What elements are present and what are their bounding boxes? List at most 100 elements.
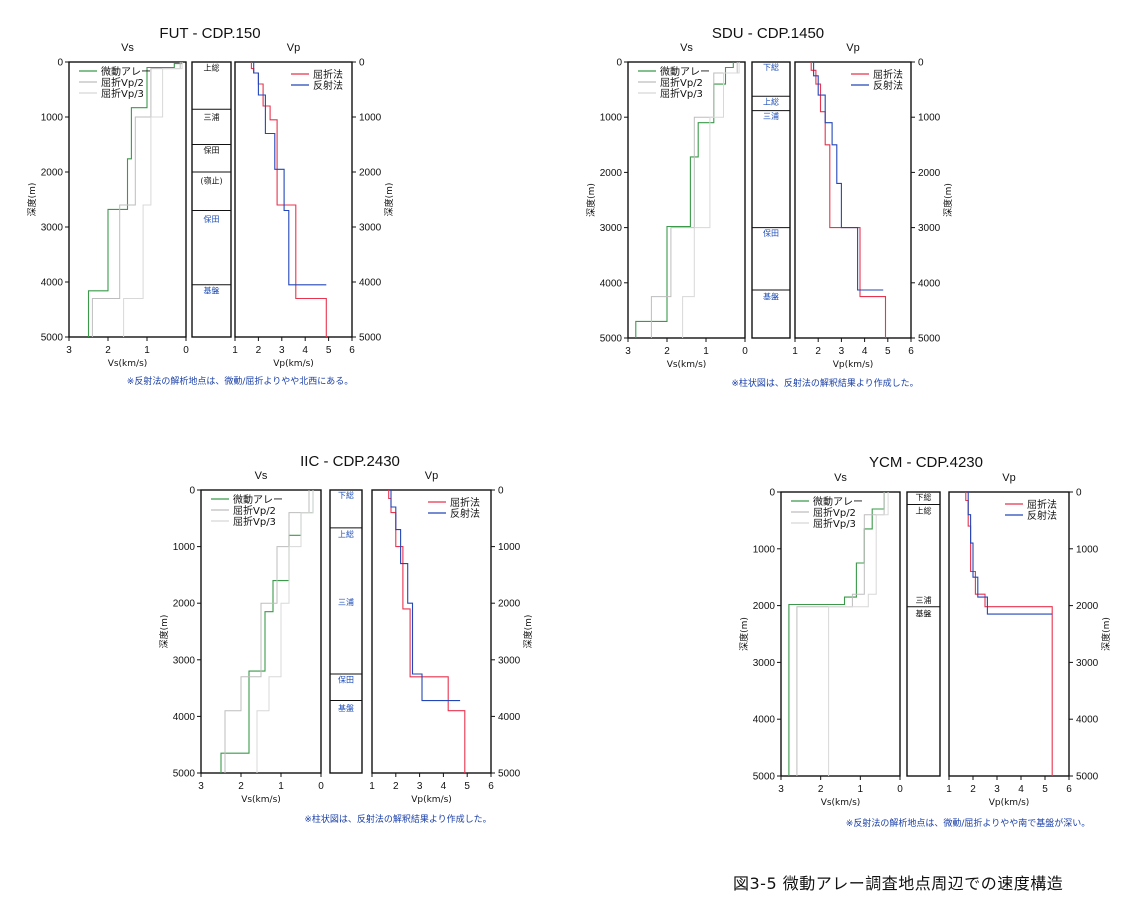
chart-title: YCM - CDP.4230 bbox=[869, 454, 983, 471]
strata-label: 保田 bbox=[204, 214, 220, 224]
vs-series-refraction-vp2 bbox=[224, 490, 310, 773]
vs-depth-tick-label: 3000 bbox=[753, 658, 776, 669]
vp-depth-tick-label: 3000 bbox=[918, 223, 941, 234]
vp-x-tick-label: 3 bbox=[994, 784, 1000, 795]
vp-x-tick-label: 4 bbox=[302, 345, 308, 356]
vs-depth-tick-label: 4000 bbox=[753, 715, 776, 726]
vs-depth-tick-label: 1000 bbox=[41, 113, 64, 124]
chart-footnote: ※反射法の解析地点は、微動/屈折よりやや南で基盤が深い。 bbox=[846, 817, 1090, 829]
vp-panel-header: Vp bbox=[287, 42, 300, 54]
vp-x-tick-label: 2 bbox=[393, 781, 399, 792]
vp-x-tick-label: 5 bbox=[464, 781, 470, 792]
vp-depth-tick-label: 0 bbox=[1076, 488, 1082, 499]
legend-refraction-label: 屈折法 bbox=[450, 496, 480, 509]
vs-depth-tick-label: 5000 bbox=[753, 772, 776, 783]
vp-series-refraction bbox=[810, 62, 887, 338]
strata-label: 保田 bbox=[338, 675, 354, 685]
strata-label: 基盤 bbox=[916, 609, 932, 619]
vp-depth-axis-label: 深度(m) bbox=[942, 183, 954, 217]
vp-depth-tick-label: 5000 bbox=[359, 333, 382, 344]
chart-panel-2: SDU - CDP.1450 Vs Vp 0 0 1000 1000 2000 2000 3000… bbox=[585, 25, 954, 389]
vs-depth-tick-label: 3000 bbox=[173, 655, 196, 666]
vs-plot-frame bbox=[627, 61, 746, 339]
vp-series-refraction bbox=[250, 62, 327, 337]
strata-label: 三浦 bbox=[916, 595, 932, 605]
vp-depth-tick-label: 5000 bbox=[498, 769, 521, 780]
legend-refraction-label: 屈折法 bbox=[873, 68, 903, 81]
chart-title: SDU - CDP.1450 bbox=[712, 25, 824, 42]
legend-array-label: 微動アレー bbox=[101, 65, 151, 78]
vp-depth-tick-label: 3000 bbox=[359, 223, 382, 234]
vs-x-axis-label: Vs(km/s) bbox=[108, 359, 148, 369]
vp-x-axis-label: Vp(km/s) bbox=[273, 359, 314, 369]
figure-caption: 図3-5 微動アレー調査地点周辺での速度構造 bbox=[733, 874, 1064, 893]
vs-depth-tick-label: 0 bbox=[189, 486, 195, 497]
vs-x-tick-label: 1 bbox=[703, 346, 709, 357]
vs-depth-tick-label: 1000 bbox=[600, 113, 623, 124]
legend-array-label: 微動アレー bbox=[813, 495, 863, 508]
vp-x-tick-label: 5 bbox=[1042, 784, 1048, 795]
vp-plot-frame bbox=[234, 61, 353, 338]
vp-panel-header: Vp bbox=[425, 470, 438, 482]
vp-x-tick-label: 5 bbox=[326, 345, 332, 356]
strata-label: 上総 bbox=[763, 97, 779, 107]
strata-label: 基盤 bbox=[763, 292, 779, 302]
vs-depth-tick-label: 2000 bbox=[753, 601, 776, 612]
strata-label: 三浦 bbox=[338, 597, 354, 607]
vp-x-tick-label: 4 bbox=[862, 346, 868, 357]
vp-x-axis-label: Vp(km/s) bbox=[989, 798, 1030, 808]
legend-array-label: 微動アレー bbox=[233, 493, 283, 506]
vs-x-tick-label: 1 bbox=[858, 784, 864, 795]
vs-depth-tick-label: 4000 bbox=[600, 278, 623, 289]
vs-x-tick-label: 3 bbox=[66, 345, 72, 356]
strata-label: 上総 bbox=[204, 63, 220, 73]
vs-x-tick-label: 1 bbox=[144, 345, 150, 356]
vs-x-tick-label: 2 bbox=[818, 784, 824, 795]
chart-footnote: ※柱状図は、反射法の解釈結果より作成した。 bbox=[731, 377, 918, 389]
vs-x-tick-label: 3 bbox=[198, 781, 204, 792]
vs-depth-tick-label: 0 bbox=[769, 488, 775, 499]
vs-depth-tick-label: 1000 bbox=[753, 544, 776, 555]
vs-series-refraction-vp3 bbox=[682, 62, 740, 338]
legend-reflection-label: 反射法 bbox=[313, 79, 343, 92]
legend-reflection-label: 反射法 bbox=[873, 79, 903, 92]
vp-depth-axis-label: 深度(m) bbox=[522, 615, 534, 649]
vs-x-tick-label: 1 bbox=[278, 781, 284, 792]
vp-series-refraction bbox=[965, 492, 1053, 776]
vp-depth-tick-label: 1000 bbox=[498, 542, 521, 553]
vs-x-tick-label: 2 bbox=[664, 346, 670, 357]
legend-refraction-vp3-label: 屈折Vp/3 bbox=[660, 87, 703, 100]
vs-series-refraction-vp3 bbox=[256, 490, 314, 773]
vp-depth-tick-label: 5000 bbox=[918, 334, 941, 345]
vs-depth-tick-label: 1000 bbox=[173, 542, 196, 553]
vp-x-tick-label: 2 bbox=[970, 784, 976, 795]
vs-plot-frame bbox=[68, 61, 187, 338]
vs-series-refraction-vp2 bbox=[91, 62, 181, 337]
vp-x-tick-label: 5 bbox=[885, 346, 891, 357]
strata-label: 基盤 bbox=[204, 285, 220, 295]
legend-refraction-vp2-label: 屈折Vp/2 bbox=[660, 76, 703, 89]
vp-panel-header: Vp bbox=[1002, 472, 1015, 484]
strata-label: 基盤 bbox=[338, 703, 354, 713]
vp-x-tick-label: 1 bbox=[232, 345, 238, 356]
vs-depth-tick-label: 3000 bbox=[600, 223, 623, 234]
vs-depth-axis-label: 深度(m) bbox=[26, 183, 38, 217]
vs-x-tick-label: 3 bbox=[778, 784, 784, 795]
legend-array-label: 微動アレー bbox=[660, 65, 710, 78]
vs-depth-tick-label: 4000 bbox=[173, 712, 196, 723]
vs-series-refraction-vp3 bbox=[123, 62, 183, 337]
strata-label: 上総 bbox=[916, 506, 932, 516]
vp-x-tick-label: 1 bbox=[369, 781, 375, 792]
vp-x-tick-label: 1 bbox=[946, 784, 952, 795]
strata-column-frame bbox=[191, 61, 232, 338]
vp-depth-tick-label: 0 bbox=[359, 58, 365, 69]
chart-footnote: ※反射法の解析地点は、微動/屈折よりやや北西にある。 bbox=[127, 375, 353, 387]
vs-x-tick-label: 0 bbox=[897, 784, 903, 795]
vp-x-tick-label: 4 bbox=[1018, 784, 1024, 795]
chart-title: IIC - CDP.2430 bbox=[300, 453, 400, 470]
strata-label: 下総 bbox=[916, 492, 932, 502]
chart-panel-3: IIC - CDP.2430 Vs Vp 0 0 1000 1000 2000 2000 3000… bbox=[158, 453, 534, 825]
chart-footnote: ※柱状図は、反射法の解釈結果より作成した。 bbox=[304, 813, 491, 825]
vs-x-tick-label: 3 bbox=[625, 346, 631, 357]
